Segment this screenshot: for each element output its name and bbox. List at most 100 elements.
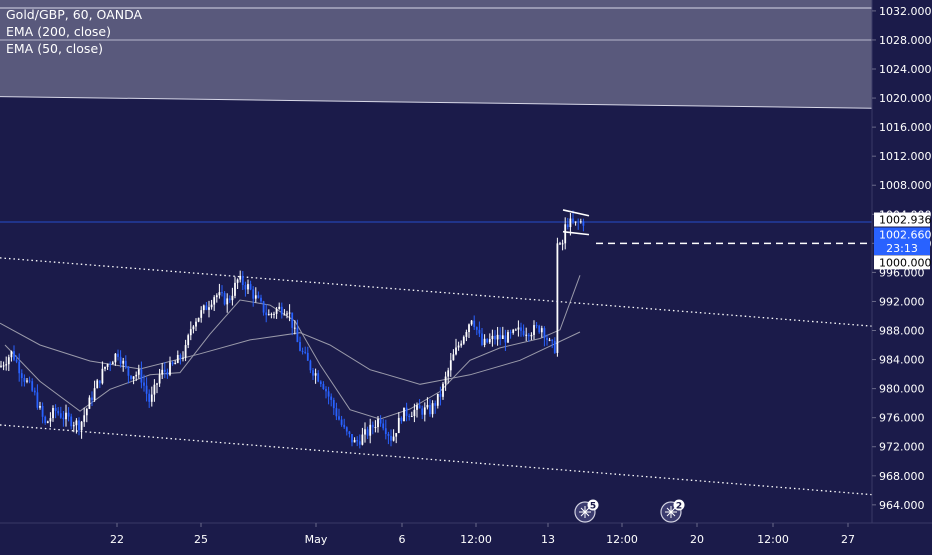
- candle-body: [312, 370, 314, 376]
- candle-body: [366, 429, 369, 436]
- candle-body: [163, 369, 166, 372]
- candle-body: [418, 405, 421, 409]
- candle-151: [392, 429, 395, 442]
- candle-202: [525, 327, 528, 342]
- candle-body: [569, 218, 572, 228]
- candle-46: [119, 350, 122, 368]
- candle-body: [400, 417, 403, 422]
- candle-73: [189, 321, 192, 341]
- candle-body: [2, 365, 5, 367]
- candle-1: [2, 361, 5, 371]
- candle-67: [174, 360, 177, 365]
- candle-body: [447, 370, 450, 377]
- candle-body: [395, 433, 398, 437]
- candle-162: [421, 405, 424, 420]
- candle-body: [257, 295, 260, 298]
- candle-109: [283, 309, 286, 316]
- candle-6: [15, 355, 18, 364]
- candle-body: [423, 407, 426, 415]
- candle-body: [421, 408, 424, 415]
- candle-223: [579, 218, 582, 224]
- candle-195: [507, 329, 509, 343]
- candle-129: [335, 402, 338, 421]
- candle-body: [176, 355, 179, 363]
- candle-69: [179, 353, 182, 365]
- candle-203: [527, 332, 530, 342]
- candle-body: [182, 357, 184, 359]
- countdown-tag-text: 23:13: [886, 242, 918, 255]
- candle-body: [348, 431, 351, 435]
- candle-44: [114, 353, 117, 366]
- ema50-legend[interactable]: EMA (50, close): [6, 41, 104, 56]
- candle-body: [481, 333, 483, 346]
- candle-41: [106, 363, 109, 370]
- candle-body: [309, 360, 312, 371]
- candle-32: [83, 407, 86, 427]
- y-tick-label: 1032.000: [879, 5, 932, 18]
- y-tick-label: 980.000: [879, 383, 925, 396]
- candle-75: [195, 318, 197, 331]
- candle-159: [413, 403, 416, 423]
- candle-15: [39, 401, 41, 410]
- candle-121: [314, 368, 317, 384]
- candle-71: [184, 339, 187, 362]
- candle-171: [444, 371, 447, 391]
- candle-54: [140, 361, 143, 389]
- candle-35: [91, 391, 93, 406]
- candle-body: [364, 429, 366, 435]
- candle-48: [124, 355, 127, 370]
- event-badge-count: 5: [590, 502, 596, 512]
- candle-108: [280, 302, 283, 319]
- level-price-tag-text: 1000.000: [879, 256, 932, 269]
- candle-body: [426, 404, 429, 408]
- candle-191: [496, 326, 499, 346]
- candle-114: [296, 319, 299, 343]
- candle-5: [13, 345, 15, 362]
- candle-body: [577, 221, 580, 223]
- candle-body: [158, 374, 161, 384]
- candle-body: [358, 441, 361, 445]
- candle-body: [468, 324, 470, 333]
- candle-body: [189, 329, 192, 336]
- event-marker-1[interactable]: 2: [660, 499, 685, 523]
- candle-214: [556, 237, 559, 357]
- event-badge: [673, 499, 685, 511]
- candle-body: [143, 382, 145, 386]
- event-badge-count: 2: [676, 502, 682, 512]
- symbol-title[interactable]: Gold/GBP, 60, OANDA: [6, 7, 143, 22]
- candle-127: [330, 393, 333, 407]
- candle-body: [75, 420, 78, 426]
- candle-47: [122, 357, 125, 372]
- event-marker-0[interactable]: 5: [574, 499, 599, 523]
- candle-body: [179, 355, 182, 359]
- candle-113: [293, 320, 296, 335]
- candle-body: [78, 420, 80, 431]
- candle-148: [384, 419, 387, 440]
- candle-97: [252, 286, 255, 307]
- candle-160: [416, 402, 418, 418]
- candle-body: [499, 334, 502, 339]
- candle-84: [218, 283, 221, 299]
- ema-lines: [0, 275, 581, 420]
- ema200-legend[interactable]: EMA (200, close): [6, 24, 111, 39]
- candle-body: [327, 391, 330, 397]
- candle-body: [132, 376, 135, 379]
- candle-219: [569, 212, 572, 236]
- candle-215: [559, 241, 561, 245]
- x-tick-label: 20: [690, 533, 704, 546]
- candle-body: [31, 381, 34, 391]
- candle-body: [556, 243, 559, 353]
- candle-132: [343, 418, 346, 429]
- candle-198: [514, 328, 517, 331]
- candle-68: [176, 350, 179, 364]
- candle-147: [382, 418, 385, 431]
- candle-body: [88, 397, 91, 409]
- candle-38: [98, 380, 101, 388]
- candle-187: [486, 338, 489, 344]
- x-tick-label: 22: [110, 533, 124, 546]
- candle-body: [551, 339, 554, 341]
- zone-fill: [0, 0, 872, 109]
